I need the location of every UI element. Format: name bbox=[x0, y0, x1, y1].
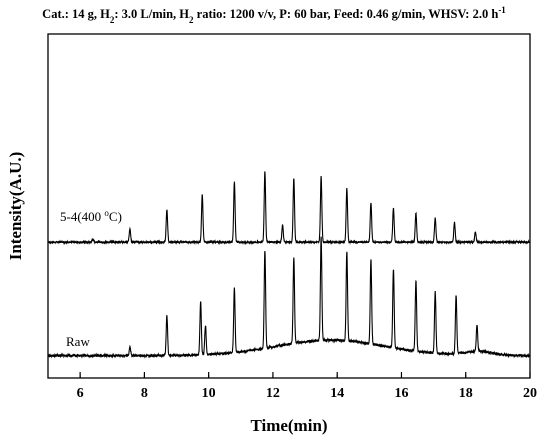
y-axis-title: Intensity(A.U.) bbox=[6, 152, 25, 261]
series-line-0 bbox=[47, 171, 531, 246]
x-axis-title: Time(min) bbox=[250, 416, 327, 435]
series-label-0: 5-4(400 oC) bbox=[60, 208, 122, 224]
x-tick-label-14: 14 bbox=[330, 386, 344, 401]
chart-title: Cat.: 14 g, H2: 3.0 L/min, H2 ratio: 120… bbox=[42, 5, 506, 25]
x-tick-label-12: 12 bbox=[266, 386, 280, 401]
x-tick-label-6: 6 bbox=[77, 386, 84, 401]
x-tick-label-8: 8 bbox=[141, 386, 148, 401]
series-labels: 5-4(400 oC) Raw bbox=[60, 208, 122, 349]
series-lines bbox=[47, 171, 531, 359]
plot-frame bbox=[47, 33, 531, 379]
x-axis-ticks bbox=[79, 372, 531, 378]
x-tick-label-20: 20 bbox=[523, 386, 537, 401]
x-tick-label-18: 18 bbox=[459, 386, 473, 401]
x-axis-tick-labels: 6 8 10 12 14 16 18 20 bbox=[77, 386, 537, 401]
x-tick-label-10: 10 bbox=[202, 386, 216, 401]
series-line-1 bbox=[47, 236, 531, 359]
series-label-1: Raw bbox=[66, 334, 90, 349]
x-tick-label-16: 16 bbox=[394, 386, 408, 401]
